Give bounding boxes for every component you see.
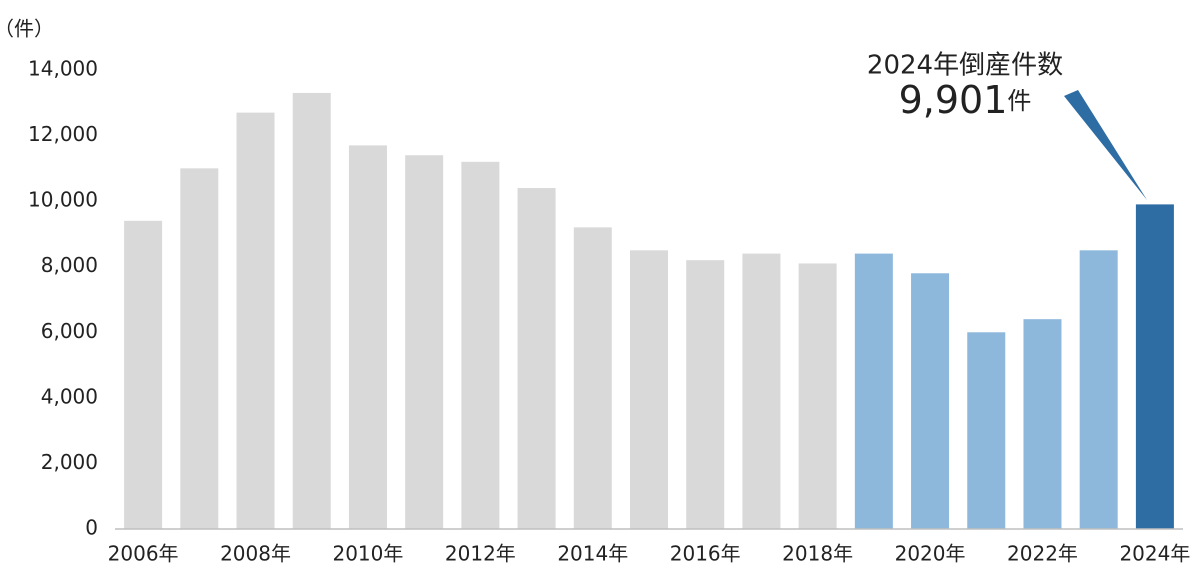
y-tick-label: 6,000 [41,319,98,343]
x-tick-label: 2016年 [670,542,741,566]
bar [405,155,444,529]
callout-pointer [1064,90,1147,200]
annotation: 2024年倒産件数 [867,51,1063,81]
bar [854,253,893,529]
y-tick-label: 2,000 [41,450,98,474]
y-tick-label: 14,000 [28,57,98,81]
y-tick-label: 10,000 [28,188,98,212]
bar [348,145,387,529]
value-label: 9,901件 [899,78,1032,122]
x-tick-label: 2010年 [332,542,403,566]
bar [517,188,556,529]
x-tick-label: 2020年 [895,542,966,566]
bar [292,92,331,529]
y-tick-label: 12,000 [28,122,98,146]
y-axis-label: （件） [0,17,54,41]
y-tick-label: 4,000 [41,384,98,408]
x-tick-label: 2008年 [220,542,291,566]
x-tick-label: 2006年 [108,542,179,566]
bar [1023,319,1062,529]
x-tick-label: 2014年 [557,542,628,566]
bar [1079,250,1118,530]
bar [630,250,668,530]
bar [573,227,612,529]
bar [967,332,1006,529]
bar [236,112,275,529]
value-label-unit: 件 [1007,87,1031,115]
bar [742,253,781,529]
value-label-number: 9,901 [899,78,1008,122]
bar [798,263,837,529]
bar [911,273,950,529]
y-tick-label: 0 [85,516,98,540]
x-tick-label: 2022年 [1007,542,1078,566]
bar [686,260,725,529]
x-tick-label: 2018年 [782,542,853,566]
bar [180,168,219,529]
bar [461,161,500,530]
x-tick-label: 2024年 [1119,542,1190,566]
x-tick-label: 2012年 [445,542,516,566]
bar [124,220,163,530]
y-tick-label: 8,000 [41,253,98,277]
bar [1135,204,1174,529]
